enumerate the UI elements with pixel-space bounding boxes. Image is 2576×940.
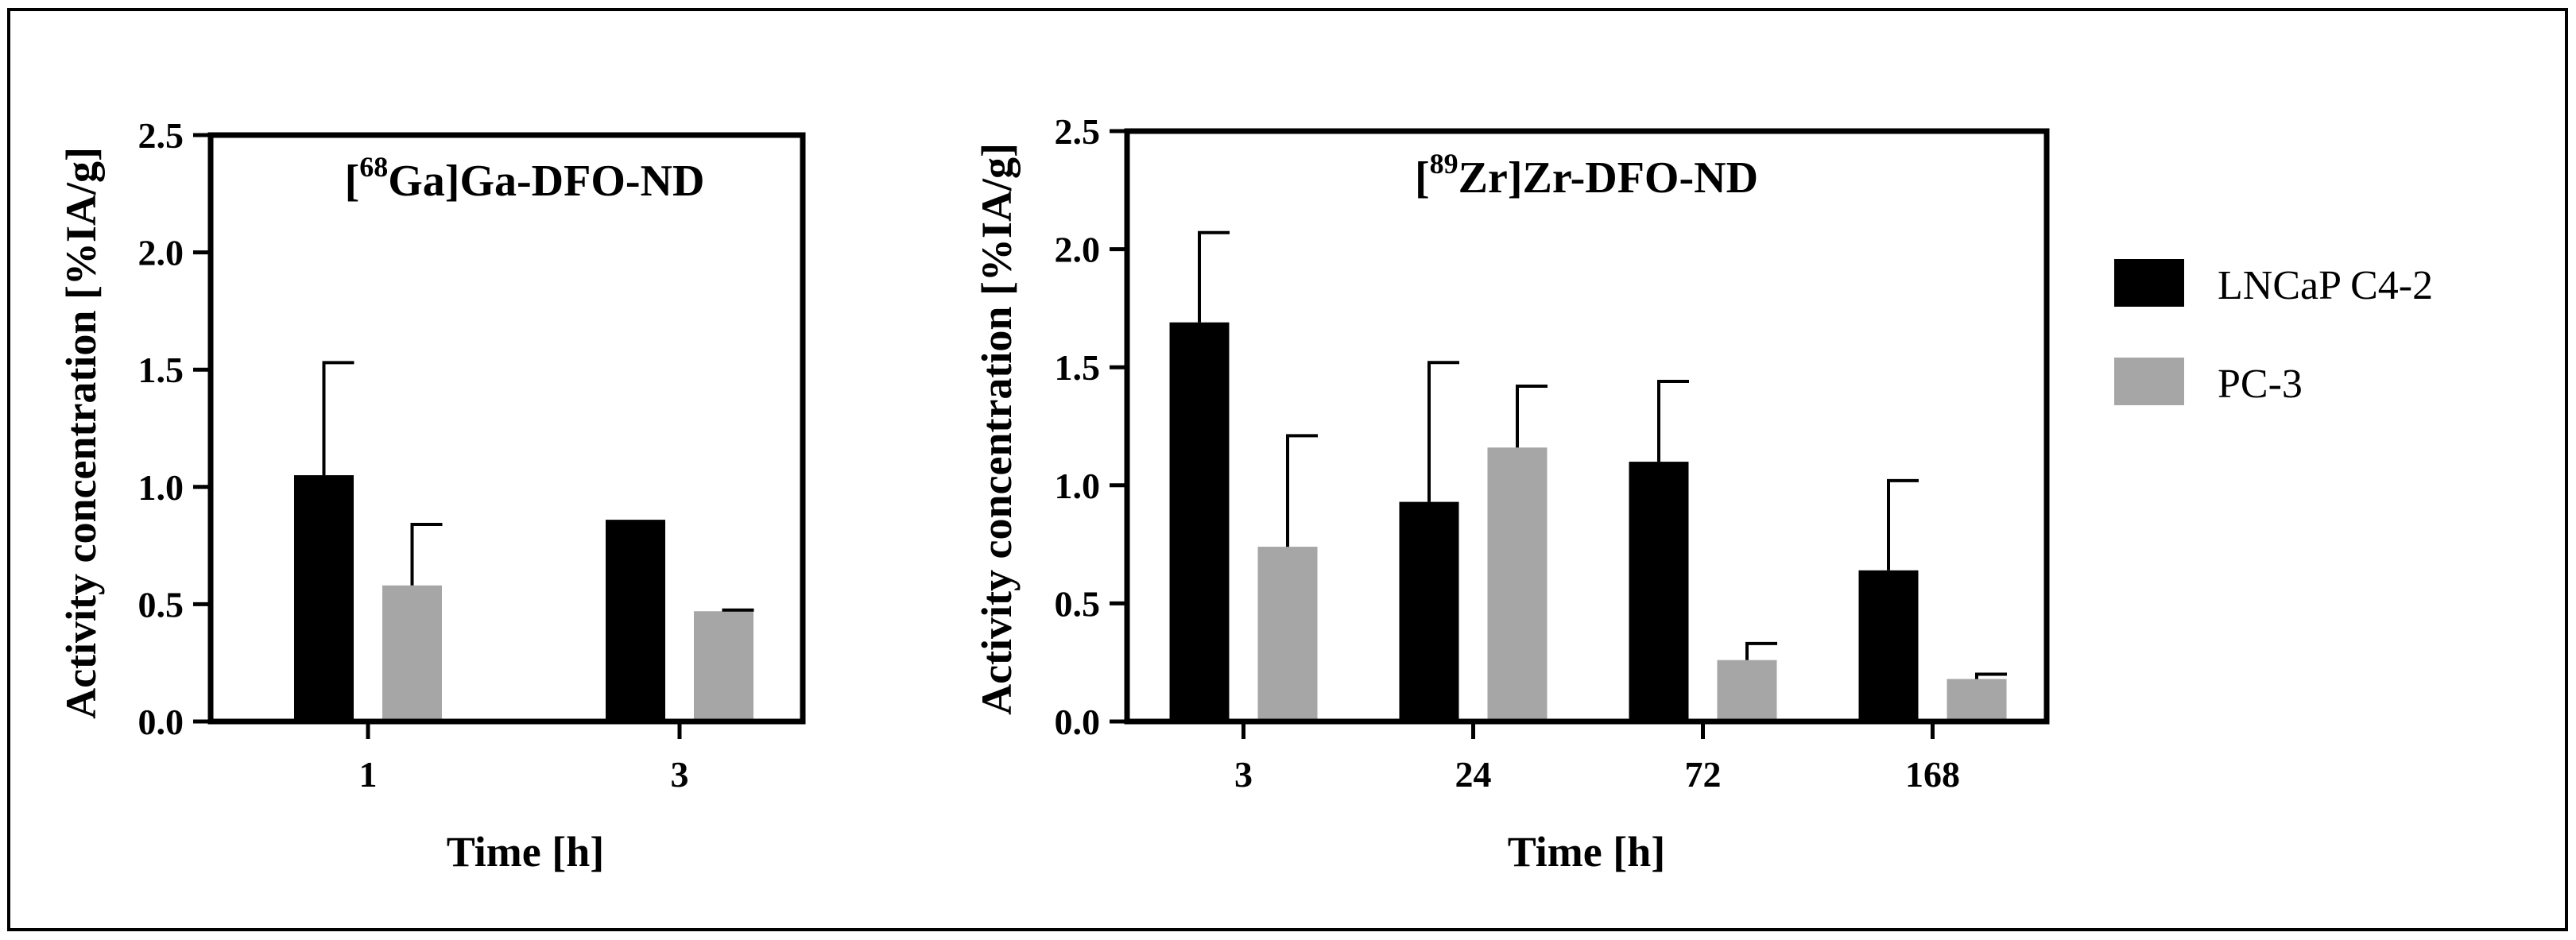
y-tick-label: 2.0 [138, 233, 184, 273]
x-tick-label: 3 [671, 754, 689, 795]
y-tick-label: 0.0 [1055, 702, 1101, 742]
y-tick-label: 1.5 [138, 350, 184, 390]
bar-lncap-c4-2-3 [1169, 322, 1230, 721]
bar-pc-3-72 [1717, 660, 1777, 721]
plot-frame-ga68 [207, 132, 806, 725]
bar-pc-3-24 [1487, 447, 1548, 721]
legend: LNCaP C4-2 PC-3 [2114, 259, 2433, 407]
x-axis-label-zr89: Time [h] [1508, 828, 1666, 876]
x-tick-label: 3 [1234, 754, 1253, 795]
y-tick-label: 0.0 [138, 702, 184, 742]
y-tick-label: 1.0 [138, 467, 184, 508]
title-superscript: 89 [1430, 148, 1458, 180]
bar-pc-3-3 [1257, 547, 1318, 721]
title-prefix: [ [345, 157, 360, 206]
panel-ga68: Activity concentration [%IA/g] Time [h] … [57, 115, 806, 876]
legend-label-pc3: PC-3 [2218, 362, 2303, 407]
x-tick-label: 72 [1685, 754, 1722, 795]
y-tick-label: 2.0 [1055, 230, 1101, 270]
legend-swatch-lncap [2114, 259, 2184, 307]
x-tick-label: 168 [1905, 754, 1960, 795]
x-tick-label: 24 [1455, 754, 1492, 795]
y-tick-label: 0.5 [138, 584, 184, 625]
y-tick-label: 0.5 [1055, 583, 1101, 624]
plot-frame-zr89 [1124, 128, 2050, 725]
bar-lncap-c4-2-24 [1399, 501, 1459, 721]
bar-pc-3-3 [694, 611, 753, 721]
bar-lncap-c4-2-3 [606, 520, 665, 721]
title-suffix: Ga]Ga-DFO-ND [388, 157, 704, 206]
bar-lncap-c4-2-168 [1858, 570, 1919, 721]
plot-area-zr89: 0.0 0.5 1.0 1.5 2.0 2.5 3 24 72 168 [1055, 111, 2050, 795]
title-prefix: [ [1415, 153, 1430, 203]
y-axis-label-ga68: Activity concentration [%IA/g] [57, 147, 105, 719]
panel-title-ga68: [68Ga]Ga-DFO-ND [345, 151, 705, 206]
x-axis-label-ga68: Time [h] [447, 828, 605, 876]
bar-pc-3-1 [382, 585, 442, 721]
y-tick-label: 2.5 [1055, 111, 1101, 152]
bar-lncap-c4-2-1 [294, 475, 354, 721]
x-tick-label: 1 [359, 754, 378, 795]
bar-lncap-c4-2-72 [1629, 462, 1689, 721]
legend-swatch-pc3 [2114, 358, 2184, 405]
title-suffix: Zr]Zr-DFO-ND [1458, 153, 1758, 203]
legend-label-lncap: LNCaP C4-2 [2218, 263, 2433, 308]
y-tick-label: 1.5 [1055, 347, 1101, 388]
y-axis-label-zr89: Activity concentration [%IA/g] [973, 143, 1021, 715]
y-tick-label: 2.5 [138, 115, 184, 156]
plot-area-ga68: 0.0 0.5 1.0 1.5 2.0 2.5 1 3 [138, 115, 806, 795]
y-tick-label: 1.0 [1055, 466, 1101, 506]
bar-pc-3-168 [1947, 679, 2007, 721]
panel-zr89: Activity concentration [%IA/g] Time [h] … [973, 111, 2050, 876]
panel-title-zr89: [89Zr]Zr-DFO-ND [1415, 148, 1758, 203]
title-superscript: 68 [359, 151, 388, 183]
